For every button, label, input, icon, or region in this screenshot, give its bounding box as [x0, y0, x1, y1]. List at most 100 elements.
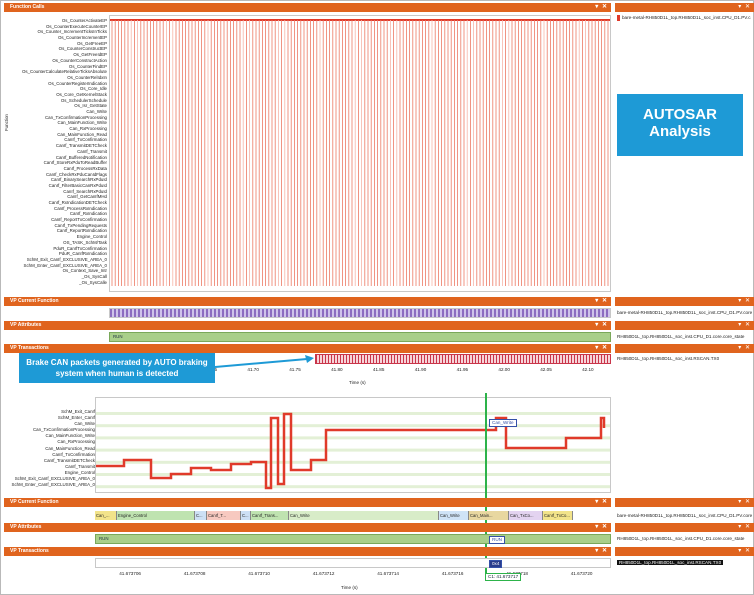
function-name-list: Os_CounterActivateEP Os_CounterExecuteCou…: [5, 18, 107, 285]
right-title-bar: ▾ ✕: [615, 297, 754, 306]
function-segment[interactable]: Can_Main...: [469, 511, 509, 520]
pane-controls-icon[interactable]: ▾ ✕: [738, 524, 751, 530]
function-name: Os_Isr_GetState: [74, 103, 107, 109]
badge-line2: Analysis: [649, 123, 711, 140]
vp-attributes-bar: VP Attributes ▾ ✕: [4, 321, 611, 330]
pane-controls-icon[interactable]: ▾ ✕: [738, 499, 751, 505]
row-stripe: [96, 448, 610, 452]
function-segment[interactable]: Can_Write: [289, 511, 439, 520]
cursor-run-tag: RUN: [489, 536, 505, 544]
function-name: CanIf_TxPendingRequests: [54, 222, 107, 228]
function-name: CanIf_Transmit: [77, 148, 107, 154]
vp-current-function-track[interactable]: [109, 308, 611, 318]
function-name: Os_CounterActivateEP: [61, 18, 107, 23]
pane-controls-icon[interactable]: ▾ ✕: [738, 298, 751, 304]
vp-current-function-bar: VP Current Function ▾ ✕: [4, 297, 611, 306]
function-name: SchM_Enter_CanIf_EXCLUSIVE_AREA_0: [23, 262, 107, 268]
pane-controls-icon[interactable]: ▾ ✕: [595, 298, 608, 304]
lower-run-state-track[interactable]: RUN: [95, 534, 611, 544]
function-name: CanIf_BufferedNotification: [55, 154, 107, 160]
vp-transactions-bar: VP Transactions ▾ ✕: [4, 344, 611, 353]
function-segment[interactable]: Engine_Control: [117, 511, 195, 520]
lower-vp-attributes-bar: VP Attributes ▾ ✕: [4, 523, 611, 532]
function-name: Os_SchedulerSchedule: [60, 97, 107, 103]
function-segment[interactable]: C...: [195, 511, 207, 520]
time-tick-label: 41.70: [247, 367, 259, 372]
vp-attributes-title: VP Attributes: [10, 322, 42, 328]
function-name: CanIf_GetCanIfMHd: [67, 194, 107, 200]
lower-function-calls-plot[interactable]: [95, 397, 611, 493]
function-segment[interactable]: C...: [241, 511, 251, 520]
function-segments-track[interactable]: Can_... Engine_Control C... CanIf_T... C... C…: [95, 511, 609, 520]
function-name: Os_GetFreeIdEP: [73, 52, 107, 58]
right-title-bar: ▾ ✕: [615, 321, 754, 330]
pane-controls-icon[interactable]: ▾ ✕: [595, 4, 608, 10]
lower-vp-current-function-bar: VP Current Function ▾ ✕: [4, 498, 611, 507]
lower-can-transactions-track[interactable]: [95, 558, 611, 568]
cursor-function-tag: Can_Write: [489, 419, 517, 427]
function-name: CanIf_RxIndicationDETCheck: [48, 200, 107, 205]
function-segment[interactable]: CanIf_Trans...: [251, 511, 289, 520]
function-calls-plot[interactable]: [109, 15, 611, 292]
function-name: SchM_Enter_CanIf: [57, 415, 95, 421]
function-name: Os_CounterRegisterIndication: [48, 80, 107, 86]
function-calls-title-bar: Function Calls ▾ ✕: [4, 3, 611, 12]
function-name: Os_Core_GetKernelStack: [56, 91, 107, 97]
function-name: SchM_Exit_CanIf: [61, 409, 95, 414]
time-tick-label: 41.90: [414, 367, 427, 372]
function-segment[interactable]: CanIf_T...: [207, 511, 241, 520]
function-segment[interactable]: CanIf_TxCo...: [543, 511, 573, 520]
row-stripe: [96, 442, 610, 446]
function-name: CanIf_ProcessRxData: [63, 165, 107, 171]
right-title-bar: ▾ ✕: [615, 498, 754, 507]
function-step-trace: [96, 412, 606, 490]
function-name: Os_CounterCalculateRelativeTicksAbsolute: [21, 69, 107, 75]
right-title-bar: ▾ ✕: [615, 523, 754, 532]
pane-controls-icon[interactable]: ▾ ✕: [595, 548, 608, 554]
function-name: Os_CounterIncrementEP: [57, 35, 107, 41]
callout-arrow-icon: [215, 355, 314, 368]
function-name: CanIf_TxConfirmation: [64, 137, 107, 143]
function-name: Can_MainFunction_Read: [45, 445, 95, 451]
function-name: CanIf_FilterBasicCanRxPduId: [48, 182, 107, 188]
lower-vp-attributes-trace-label: RH850D1L_top.RH850D1L_soc_inst.CPU_D1.co…: [617, 536, 745, 541]
pane-controls-icon[interactable]: ▾ ✕: [738, 345, 751, 351]
pane-controls-icon[interactable]: ▾ ✕: [595, 499, 608, 505]
pane-controls-icon[interactable]: ▾ ✕: [738, 4, 751, 10]
series-swatch-icon: [617, 15, 620, 21]
vp-transactions-title: VP Transactions: [10, 345, 49, 351]
function-name: Os_CounterFindEP: [68, 63, 107, 69]
row-stripe: [96, 454, 610, 458]
function-segment[interactable]: Can_Write: [439, 511, 469, 520]
function-name: Can_Write: [74, 421, 95, 427]
pane-controls-icon[interactable]: ▾ ✕: [738, 322, 751, 328]
right-title-bar: ▾ ✕: [615, 547, 754, 556]
function-name: Can_MainFunction_Write: [57, 120, 107, 126]
can-transactions-track[interactable]: [315, 354, 611, 364]
function-name: Os_Context_Save_Intr: [62, 268, 107, 274]
lower-vp-transactions-bar: VP Transactions ▾ ✕: [4, 547, 611, 556]
time-tick-label: 41.673712: [312, 571, 335, 576]
vp-current-function-trace-label: bare-metal-RH850D1L_top.RH850D1L_soc_ins…: [617, 310, 753, 315]
function-name: Can_MainFunction_Write: [45, 433, 95, 439]
function-name: _Os_SysCall: [81, 273, 107, 279]
tx-packet-tag[interactable]: 0x4: [489, 560, 503, 568]
function-segment[interactable]: Can_...: [95, 511, 117, 520]
autosar-analysis-badge: AUTOSAR Analysis: [617, 94, 743, 156]
time-tick-label: 41.75: [289, 367, 301, 372]
pane-controls-icon[interactable]: ▾ ✕: [595, 345, 608, 351]
run-state-track[interactable]: RUN: [109, 332, 611, 342]
pane-controls-icon[interactable]: ▾ ✕: [738, 548, 751, 554]
function-calls-title: Function Calls: [10, 4, 45, 10]
function-name: Can_MainFunction_Read: [57, 131, 107, 137]
time-cursor[interactable]: [485, 393, 487, 581]
function-segment[interactable]: Can_TxCo...: [509, 511, 543, 520]
function-name: Can_RxProcessing: [69, 126, 107, 132]
function-name: CanIf_TxConfirmation: [52, 451, 95, 457]
function-name: CanIf_Transmit: [65, 463, 95, 469]
function-name: Can_Write: [86, 109, 107, 114]
row-stripe: [96, 479, 610, 483]
pane-controls-icon[interactable]: ▾ ✕: [595, 524, 608, 530]
pane-controls-icon[interactable]: ▾ ✕: [595, 322, 608, 328]
